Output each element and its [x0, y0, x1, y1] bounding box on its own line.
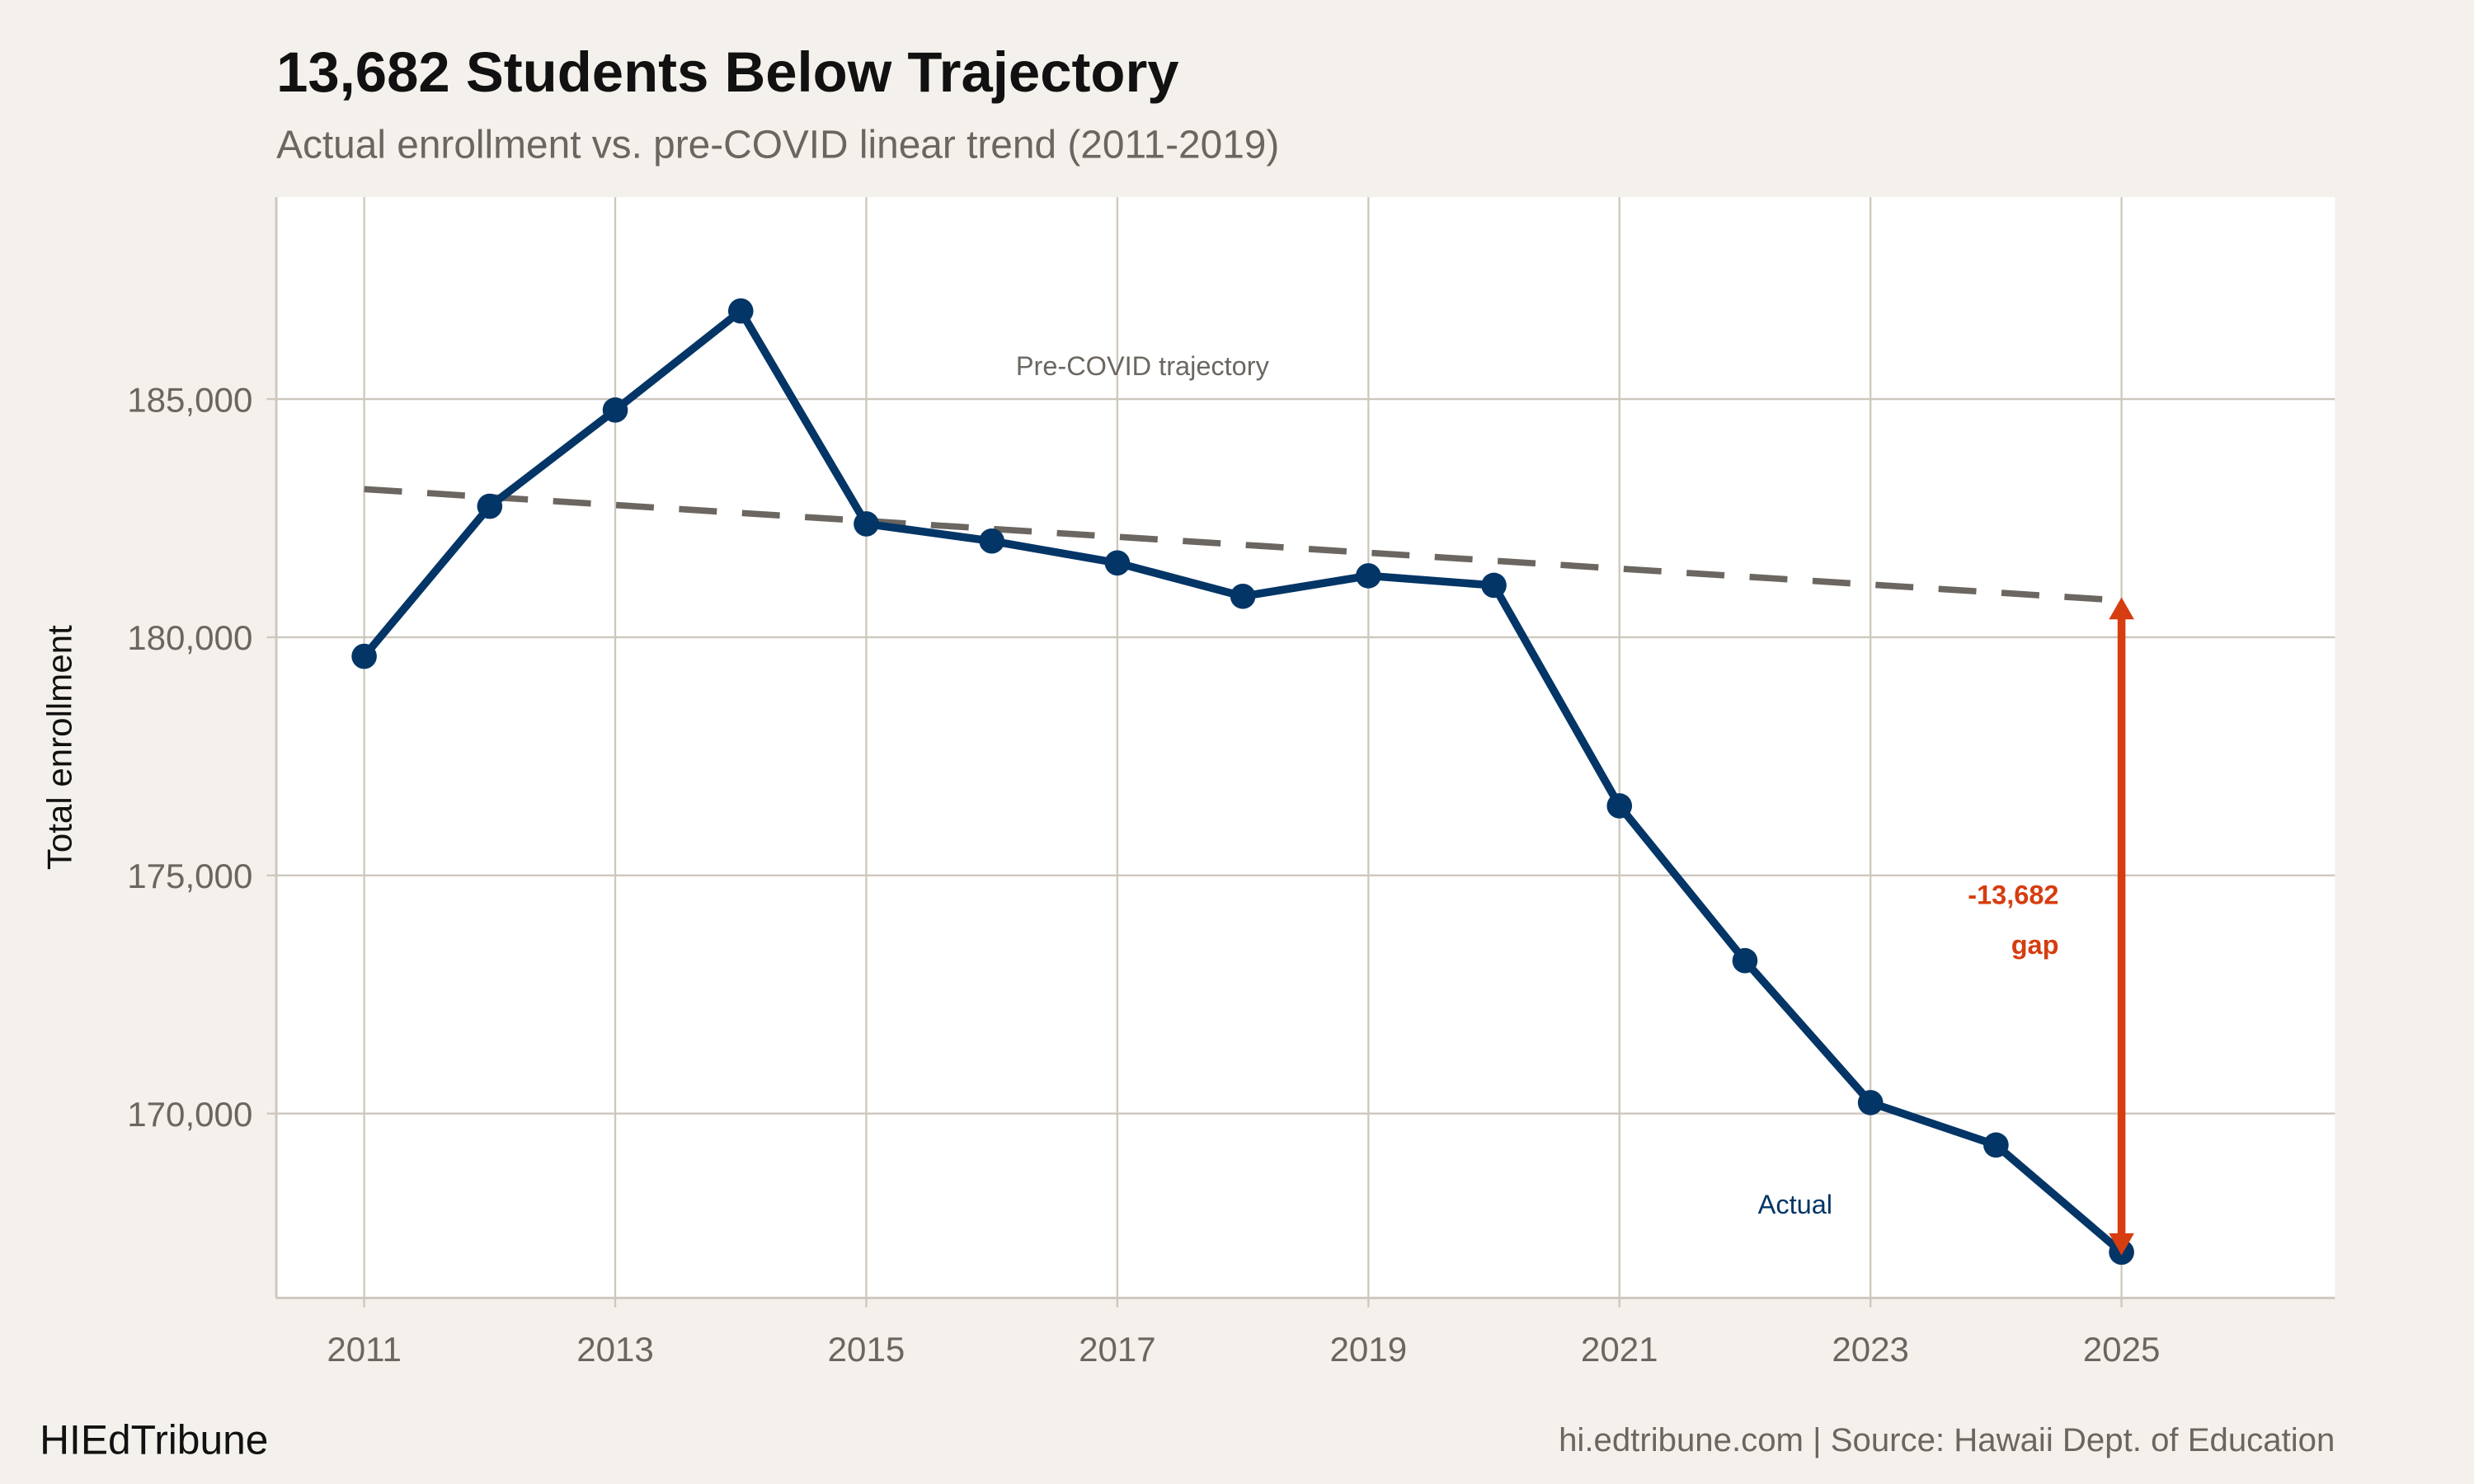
x-tick-label: 2017 — [1079, 1330, 1156, 1369]
x-tick-label: 2025 — [2083, 1330, 2161, 1369]
actual-point — [602, 397, 628, 423]
actual-point — [727, 298, 754, 324]
x-tick-label: 2023 — [1832, 1330, 1909, 1369]
actual-label: Actual — [1758, 1190, 1832, 1219]
actual-point — [1606, 793, 1633, 819]
actual-point — [1481, 572, 1507, 599]
gap-arrow-head-bottom — [2109, 1233, 2134, 1256]
x-tick-label: 2021 — [1581, 1330, 1658, 1369]
trend-label: Pre-COVID trajectory — [1016, 351, 1270, 381]
y-tick-label: 185,000 — [127, 380, 252, 419]
actual-point — [1230, 583, 1256, 609]
actual-point — [1356, 563, 1381, 589]
plot-panel — [276, 197, 2335, 1298]
actual-point — [477, 493, 503, 519]
actual-point — [1983, 1132, 2009, 1158]
actual-point — [1732, 947, 1758, 974]
x-tick-label: 2015 — [828, 1330, 905, 1369]
actual-point — [854, 511, 879, 537]
source-caption: hi.edtribune.com | Source: Hawaii Dept. … — [1559, 1421, 2335, 1458]
trend-line — [364, 486, 2122, 604]
actual-point — [351, 643, 377, 669]
gap-value-label: -13,682 — [1968, 880, 2058, 909]
y-tick-label: 175,000 — [127, 857, 252, 895]
brand-logo: HIEdTribune — [40, 1417, 268, 1463]
gridlines — [276, 197, 2335, 1298]
y-tick-label: 170,000 — [127, 1095, 252, 1134]
tick-labels: 2011 2013 2015 2017 2019 2021 2023 2025 170,000 1… — [127, 380, 2160, 1368]
gap-arrow-head-top — [2109, 597, 2134, 620]
x-tick-label: 2013 — [576, 1330, 654, 1369]
chart-title: 13,682 Students Below Trajectory — [276, 40, 1179, 104]
x-tick-label: 2019 — [1330, 1330, 1408, 1369]
y-axis-label: Total enrollment — [40, 625, 78, 870]
y-tick-label: 180,000 — [127, 618, 252, 657]
actual-point — [1857, 1090, 1884, 1115]
x-tick-label: 2011 — [327, 1330, 401, 1369]
gap-word-label: gap — [2011, 930, 2059, 960]
actual-point — [1104, 550, 1131, 576]
chart-subtitle: Actual enrollment vs. pre-COVID linear t… — [276, 123, 1279, 167]
actual-point — [979, 528, 1004, 554]
data-marks — [351, 298, 2134, 1266]
